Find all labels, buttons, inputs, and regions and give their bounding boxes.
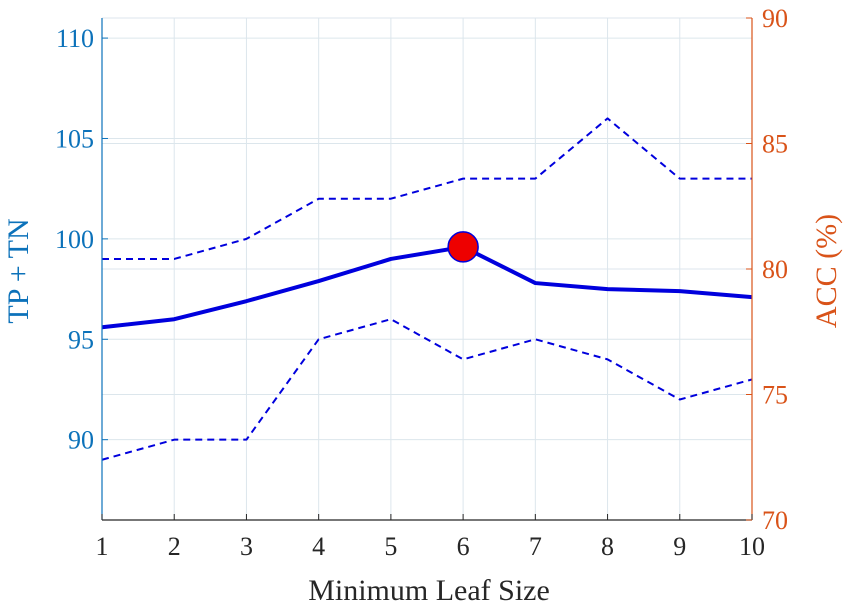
x-tick-label-9: 9 (673, 532, 686, 561)
axes (101, 17, 753, 521)
x-axis-title: Minimum Leaf Size (308, 574, 550, 607)
x-tick-label-1: 1 (96, 532, 109, 561)
left-tick-label-105: 105 (55, 124, 94, 153)
series-line-2 (102, 117, 752, 260)
series-line-1 (101, 244, 753, 330)
x-tick-label-7: 7 (529, 532, 542, 561)
right-tick-label-80: 80 (762, 255, 788, 284)
x-tick-label-8: 8 (601, 532, 614, 561)
x-tick-label-10: 10 (739, 532, 765, 561)
right-tick-label-70: 70 (762, 506, 788, 535)
tick-labels: 1 2 3 4 5 6 7 8 9 10 90 95 100 105 110 70 75 80 85 90 (55, 4, 788, 561)
left-tick-label-95: 95 (68, 325, 94, 354)
right-tick-label-75: 75 (762, 381, 788, 410)
left-axis-title: TP + TN (2, 218, 35, 323)
x-tick-label-3: 3 (240, 532, 253, 561)
series-layer (101, 117, 753, 461)
right-tick-label-90: 90 (762, 4, 788, 33)
x-tick-label-4: 4 (312, 532, 325, 561)
left-tick-label-100: 100 (55, 225, 94, 254)
x-tick-label-6: 6 (457, 532, 470, 561)
highlight-marker (447, 231, 479, 263)
right-axis-title: ACC (%) (810, 214, 843, 328)
right-tick-label-85: 85 (762, 130, 788, 159)
x-tick-label-2: 2 (168, 532, 181, 561)
x-tick-label-5: 5 (384, 532, 397, 561)
left-tick-label-90: 90 (68, 426, 94, 455)
left-tick-label-110: 110 (56, 24, 94, 53)
series-line-3 (101, 318, 753, 461)
grid-lines (101, 17, 753, 521)
